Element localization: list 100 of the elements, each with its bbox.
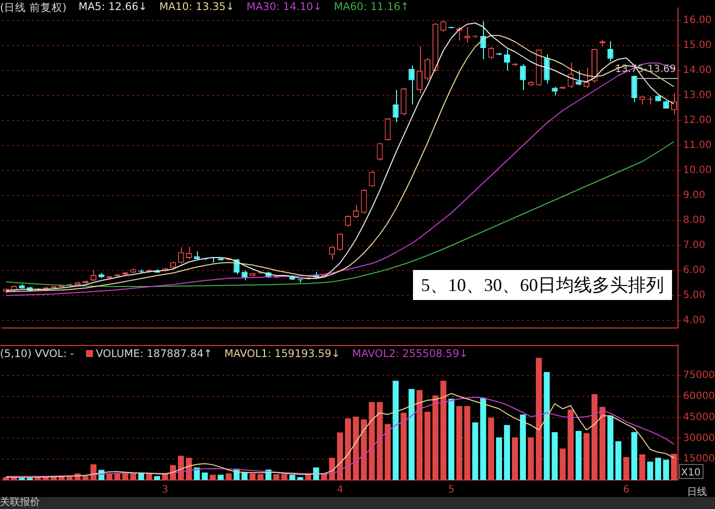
bar	[337, 432, 343, 480]
y-tick-label: 6.00	[683, 265, 706, 276]
bar	[607, 416, 614, 480]
text: MAVOL2: 255508.59↓	[352, 348, 468, 360]
bar	[631, 432, 638, 480]
candlestick	[520, 64, 526, 90]
text: MA5: 12.66↓	[78, 1, 148, 15]
bar	[82, 476, 88, 480]
candlestick	[178, 246, 184, 264]
y-tick-label: 75000	[683, 370, 715, 382]
bar	[146, 473, 152, 480]
bar	[472, 422, 478, 480]
bar	[456, 406, 462, 480]
y-tick-label: 9.00	[683, 190, 706, 202]
y-tick-label: 4.00	[683, 315, 706, 326]
candlestick	[360, 188, 367, 214]
y-tick-label: 30000	[683, 432, 715, 444]
bar	[384, 424, 391, 480]
bar	[210, 474, 216, 480]
candlestick	[568, 62, 574, 88]
chart-title: (日线 前复权)	[0, 1, 67, 15]
text: 关联报价	[0, 496, 40, 509]
bar	[647, 462, 654, 480]
bar	[432, 396, 438, 480]
bar	[392, 380, 399, 480]
bar	[352, 416, 359, 480]
bar	[615, 441, 622, 480]
candlestick	[400, 88, 407, 116]
bar	[440, 380, 446, 480]
x-tick-label: 6	[623, 484, 630, 496]
bar	[464, 406, 470, 480]
y-tick-label: 10.00	[683, 165, 712, 176]
annotation: 5、10、30、60日均线多头排列	[421, 275, 664, 295]
bar	[576, 430, 582, 480]
bar	[639, 454, 646, 480]
bar	[448, 398, 454, 480]
bar	[671, 454, 678, 480]
bar	[297, 477, 304, 480]
text: MA10: 13.35↓	[159, 1, 235, 15]
chart-title: (5,10) VVOL: -	[0, 348, 74, 360]
y-tick-label: 11.00	[683, 140, 712, 152]
bar	[663, 460, 670, 480]
bar	[2, 477, 9, 480]
x-tick-label: 5	[448, 484, 455, 496]
bar	[194, 467, 200, 480]
text: MA60: 11.16↑	[334, 1, 410, 15]
bar	[178, 456, 184, 480]
bar	[226, 473, 232, 480]
bar	[480, 398, 486, 480]
y-tick-label: 7.00	[683, 240, 706, 252]
bar	[424, 412, 430, 480]
candlestick	[464, 26, 470, 43]
y-tick-label: 14.00	[683, 65, 712, 76]
bar	[154, 476, 160, 480]
x-tick-label: 3	[162, 484, 168, 496]
y-tick-label: 16.00	[683, 15, 712, 26]
bar	[114, 473, 120, 480]
text: MAVOL1: 159193.59↓	[224, 348, 340, 360]
candlestick	[392, 90, 399, 123]
bar	[360, 419, 367, 480]
bar	[368, 402, 375, 480]
y-tick-label: 8.00	[683, 215, 706, 226]
bar	[408, 388, 415, 480]
candlestick	[424, 58, 430, 81]
bar	[344, 418, 351, 480]
candlestick	[337, 232, 343, 251]
x-tick-label: 4	[336, 484, 344, 496]
bar	[289, 474, 296, 480]
bar	[250, 473, 256, 480]
bar	[66, 476, 73, 480]
y-tick-label: 15000	[683, 454, 715, 465]
candlestick	[368, 170, 375, 188]
candlestick	[416, 46, 423, 94]
bar	[218, 474, 224, 480]
bar	[281, 474, 288, 480]
bar	[568, 410, 574, 480]
candlestick	[584, 67, 590, 88]
candlestick	[384, 118, 391, 141]
legend-label: VOLUME: 187887.84↑	[94, 348, 212, 360]
candlestick	[544, 54, 550, 84]
bar	[257, 474, 264, 480]
bar	[488, 418, 494, 480]
y-tick-label: 60000	[683, 391, 715, 402]
candlestick	[408, 65, 415, 105]
bar	[504, 425, 510, 480]
bar	[536, 358, 542, 480]
candlestick	[607, 40, 614, 62]
bar	[584, 433, 590, 480]
bar	[560, 448, 566, 480]
y-tick-label: 45000	[683, 412, 715, 423]
bar	[305, 474, 312, 480]
text: MA30: 14.10↓	[246, 1, 322, 15]
y-tick-label: 15.00	[683, 40, 712, 52]
bar	[416, 390, 423, 480]
bar	[202, 472, 208, 480]
bar	[655, 458, 662, 480]
y-tick-label: 13.00	[683, 90, 712, 102]
bar	[520, 414, 526, 480]
bar	[273, 474, 280, 480]
bar	[496, 437, 502, 480]
